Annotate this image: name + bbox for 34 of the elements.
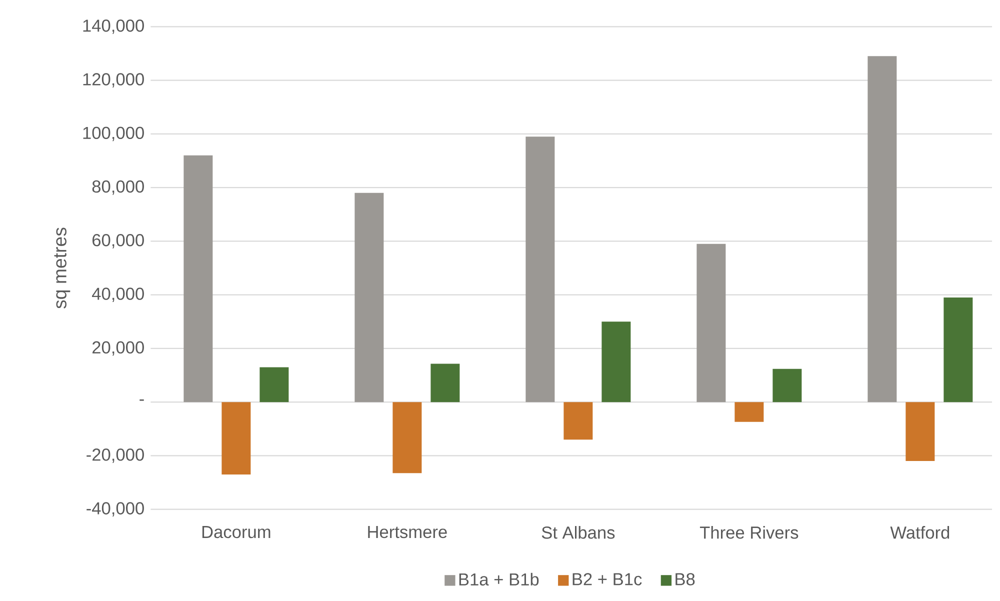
y-tick-label: 100,000 (83, 126, 144, 141)
x-tick-label: Watford (890, 526, 950, 539)
bar (354, 192, 384, 402)
bar (868, 56, 897, 402)
legend-label: B2 + B1c (572, 572, 642, 586)
bar (602, 321, 631, 402)
y-tick-label: 80,000 (92, 180, 144, 195)
y-tick-label: -40,000 (86, 502, 144, 516)
x-tick-label: Three Rivers (700, 526, 798, 539)
y-tick-label: 120,000 (83, 72, 144, 88)
bar (260, 367, 289, 402)
y-tick-label: 140,000 (83, 19, 144, 34)
bar (944, 297, 973, 402)
bar (696, 244, 726, 402)
bar (734, 402, 764, 422)
x-tick-label: Dacorum (202, 526, 270, 538)
bar (430, 364, 460, 402)
y-tick-label: 40,000 (92, 287, 144, 302)
bar (222, 402, 251, 474)
y-axis-title: sq metres (54, 228, 70, 308)
x-tick-label: St Albans (542, 526, 615, 539)
bar (564, 402, 593, 440)
bar (526, 136, 555, 402)
bar (392, 402, 422, 473)
bar (906, 402, 935, 461)
bar (772, 368, 802, 402)
legend-label: B8 (676, 572, 695, 586)
y-tick-label: -20,000 (86, 448, 144, 463)
bar (184, 155, 213, 402)
y-tick-label: 20,000 (92, 341, 144, 356)
legend-label: B1a + B1b (459, 572, 539, 586)
y-tick-label: 60,000 (92, 234, 144, 248)
y-tick-label: - (140, 399, 144, 401)
x-tick-label: Hertsmere (368, 526, 447, 538)
